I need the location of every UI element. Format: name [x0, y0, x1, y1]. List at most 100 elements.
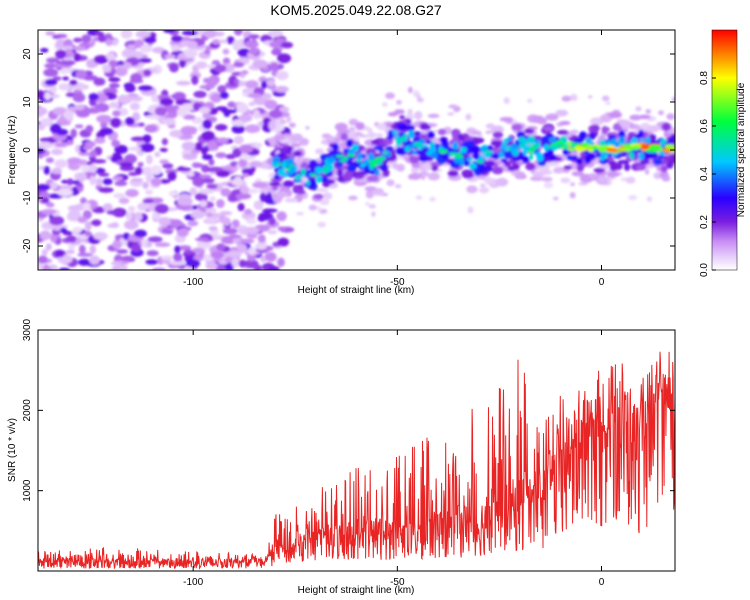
- heatmap-cell: [239, 238, 255, 244]
- heatmap-cell: [54, 249, 65, 258]
- spectrogram-x-ticks: -100 -50 0: [183, 30, 605, 288]
- heatmap-cell: [541, 135, 550, 145]
- x-tick-label: -100: [183, 577, 203, 588]
- heatmap-cell: [118, 197, 130, 204]
- heatmap-cell: [660, 139, 667, 144]
- heatmap-cell: [501, 142, 507, 150]
- heatmap-cell: [279, 147, 287, 154]
- heatmap-cell: [154, 151, 161, 158]
- heatmap-cell: [277, 257, 285, 267]
- heatmap-cell: [288, 122, 296, 128]
- heatmap-cell: [479, 183, 486, 187]
- heatmap-cell: [79, 244, 86, 255]
- heatmap-cell: [152, 46, 165, 54]
- heatmap-cell: [470, 145, 481, 155]
- heatmap-cell: [412, 149, 417, 155]
- heatmap-cell: [207, 77, 218, 87]
- heatmap-cell: [151, 94, 160, 103]
- heatmap-cell: [488, 151, 494, 155]
- heatmap-cell: [607, 145, 616, 149]
- heatmap-cell: [385, 92, 396, 100]
- heatmap-cell: [296, 211, 305, 216]
- heatmap-cell: [495, 177, 509, 187]
- heatmap-cell: [373, 188, 385, 194]
- heatmap-cell: [540, 169, 553, 175]
- heatmap-cell: [104, 33, 113, 40]
- heatmap-cell: [102, 64, 112, 73]
- heatmap-cell: [53, 226, 62, 231]
- heatmap-cell: [329, 158, 335, 165]
- heatmap-cell: [222, 217, 231, 227]
- heatmap-cell: [661, 122, 672, 132]
- x-tick-label: 0: [599, 577, 605, 588]
- heatmap-cell: [506, 146, 511, 152]
- heatmap-cell: [331, 144, 339, 150]
- heatmap-cell: [72, 92, 86, 103]
- heatmap-cell: [543, 182, 554, 189]
- heatmap-cell: [346, 164, 357, 172]
- heatmap-cell: [175, 80, 191, 86]
- heatmap-cell: [77, 172, 86, 183]
- heatmap-cell: [588, 95, 593, 99]
- heatmap-cell: [176, 228, 189, 237]
- heatmap-cell: [181, 141, 196, 151]
- heatmap-cell: [206, 207, 217, 213]
- heatmap-cell: [282, 180, 295, 188]
- heatmap-cell: [137, 202, 149, 211]
- heatmap-cell: [222, 227, 238, 235]
- heatmap-cell: [197, 239, 212, 250]
- heatmap-cell: [375, 133, 384, 138]
- heatmap-cell: [545, 145, 551, 150]
- heatmap-cell: [154, 203, 169, 214]
- heatmap-cell: [365, 202, 370, 206]
- heatmap-cell: [216, 199, 225, 209]
- heatmap-cell: [222, 57, 231, 65]
- heatmap-cell: [89, 175, 96, 186]
- heatmap-cell: [111, 266, 119, 270]
- heatmap-cell: [248, 34, 260, 39]
- heatmap-cell: [176, 167, 192, 172]
- heatmap-cell: [39, 117, 54, 127]
- heatmap-cell: [246, 232, 258, 239]
- heatmap-cell: [73, 37, 83, 43]
- heatmap-cell: [43, 165, 50, 175]
- heatmap-cell: [265, 252, 277, 262]
- heatmap-cell: [290, 133, 303, 143]
- heatmap-cell: [38, 261, 44, 270]
- heatmap-cell: [647, 125, 660, 133]
- heatmap-cell: [93, 232, 108, 241]
- heatmap-cell: [44, 78, 58, 86]
- heatmap-cell: [55, 38, 67, 49]
- heatmap-cell: [396, 99, 402, 105]
- heatmap-cell: [233, 30, 243, 36]
- heatmap-cell: [634, 133, 642, 139]
- heatmap-cell: [271, 48, 282, 56]
- heatmap-cell: [370, 139, 380, 145]
- heatmap-cell: [82, 210, 92, 220]
- heatmap-cell: [274, 85, 289, 93]
- heatmap-cell: [606, 172, 621, 177]
- heatmap-cell: [524, 128, 535, 135]
- chart-title: KOM5.2025.049.22.08.G27: [270, 2, 442, 18]
- heatmap-cell: [218, 39, 228, 44]
- heatmap-cell: [38, 141, 53, 149]
- heatmap-cell: [483, 176, 493, 184]
- heatmap-cell: [91, 159, 107, 164]
- heatmap-cell: [201, 130, 215, 141]
- heatmap-cell: [529, 152, 534, 161]
- heatmap-cell: [492, 131, 504, 139]
- heatmap-cell: [348, 195, 358, 201]
- heatmap-cell: [89, 255, 100, 265]
- heatmap-cell: [308, 173, 317, 177]
- heatmap-cell: [74, 104, 85, 111]
- heatmap-cell: [63, 110, 74, 120]
- heatmap-cell: [379, 163, 389, 172]
- heatmap-cell: [168, 190, 178, 197]
- heatmap-cell: [360, 162, 366, 168]
- heatmap-cell: [605, 101, 611, 105]
- heatmap-cell: [107, 223, 120, 228]
- heatmap-cell: [429, 196, 436, 202]
- heatmap-cell: [80, 197, 87, 205]
- heatmap-cell: [598, 147, 607, 153]
- heatmap-cell: [468, 162, 477, 170]
